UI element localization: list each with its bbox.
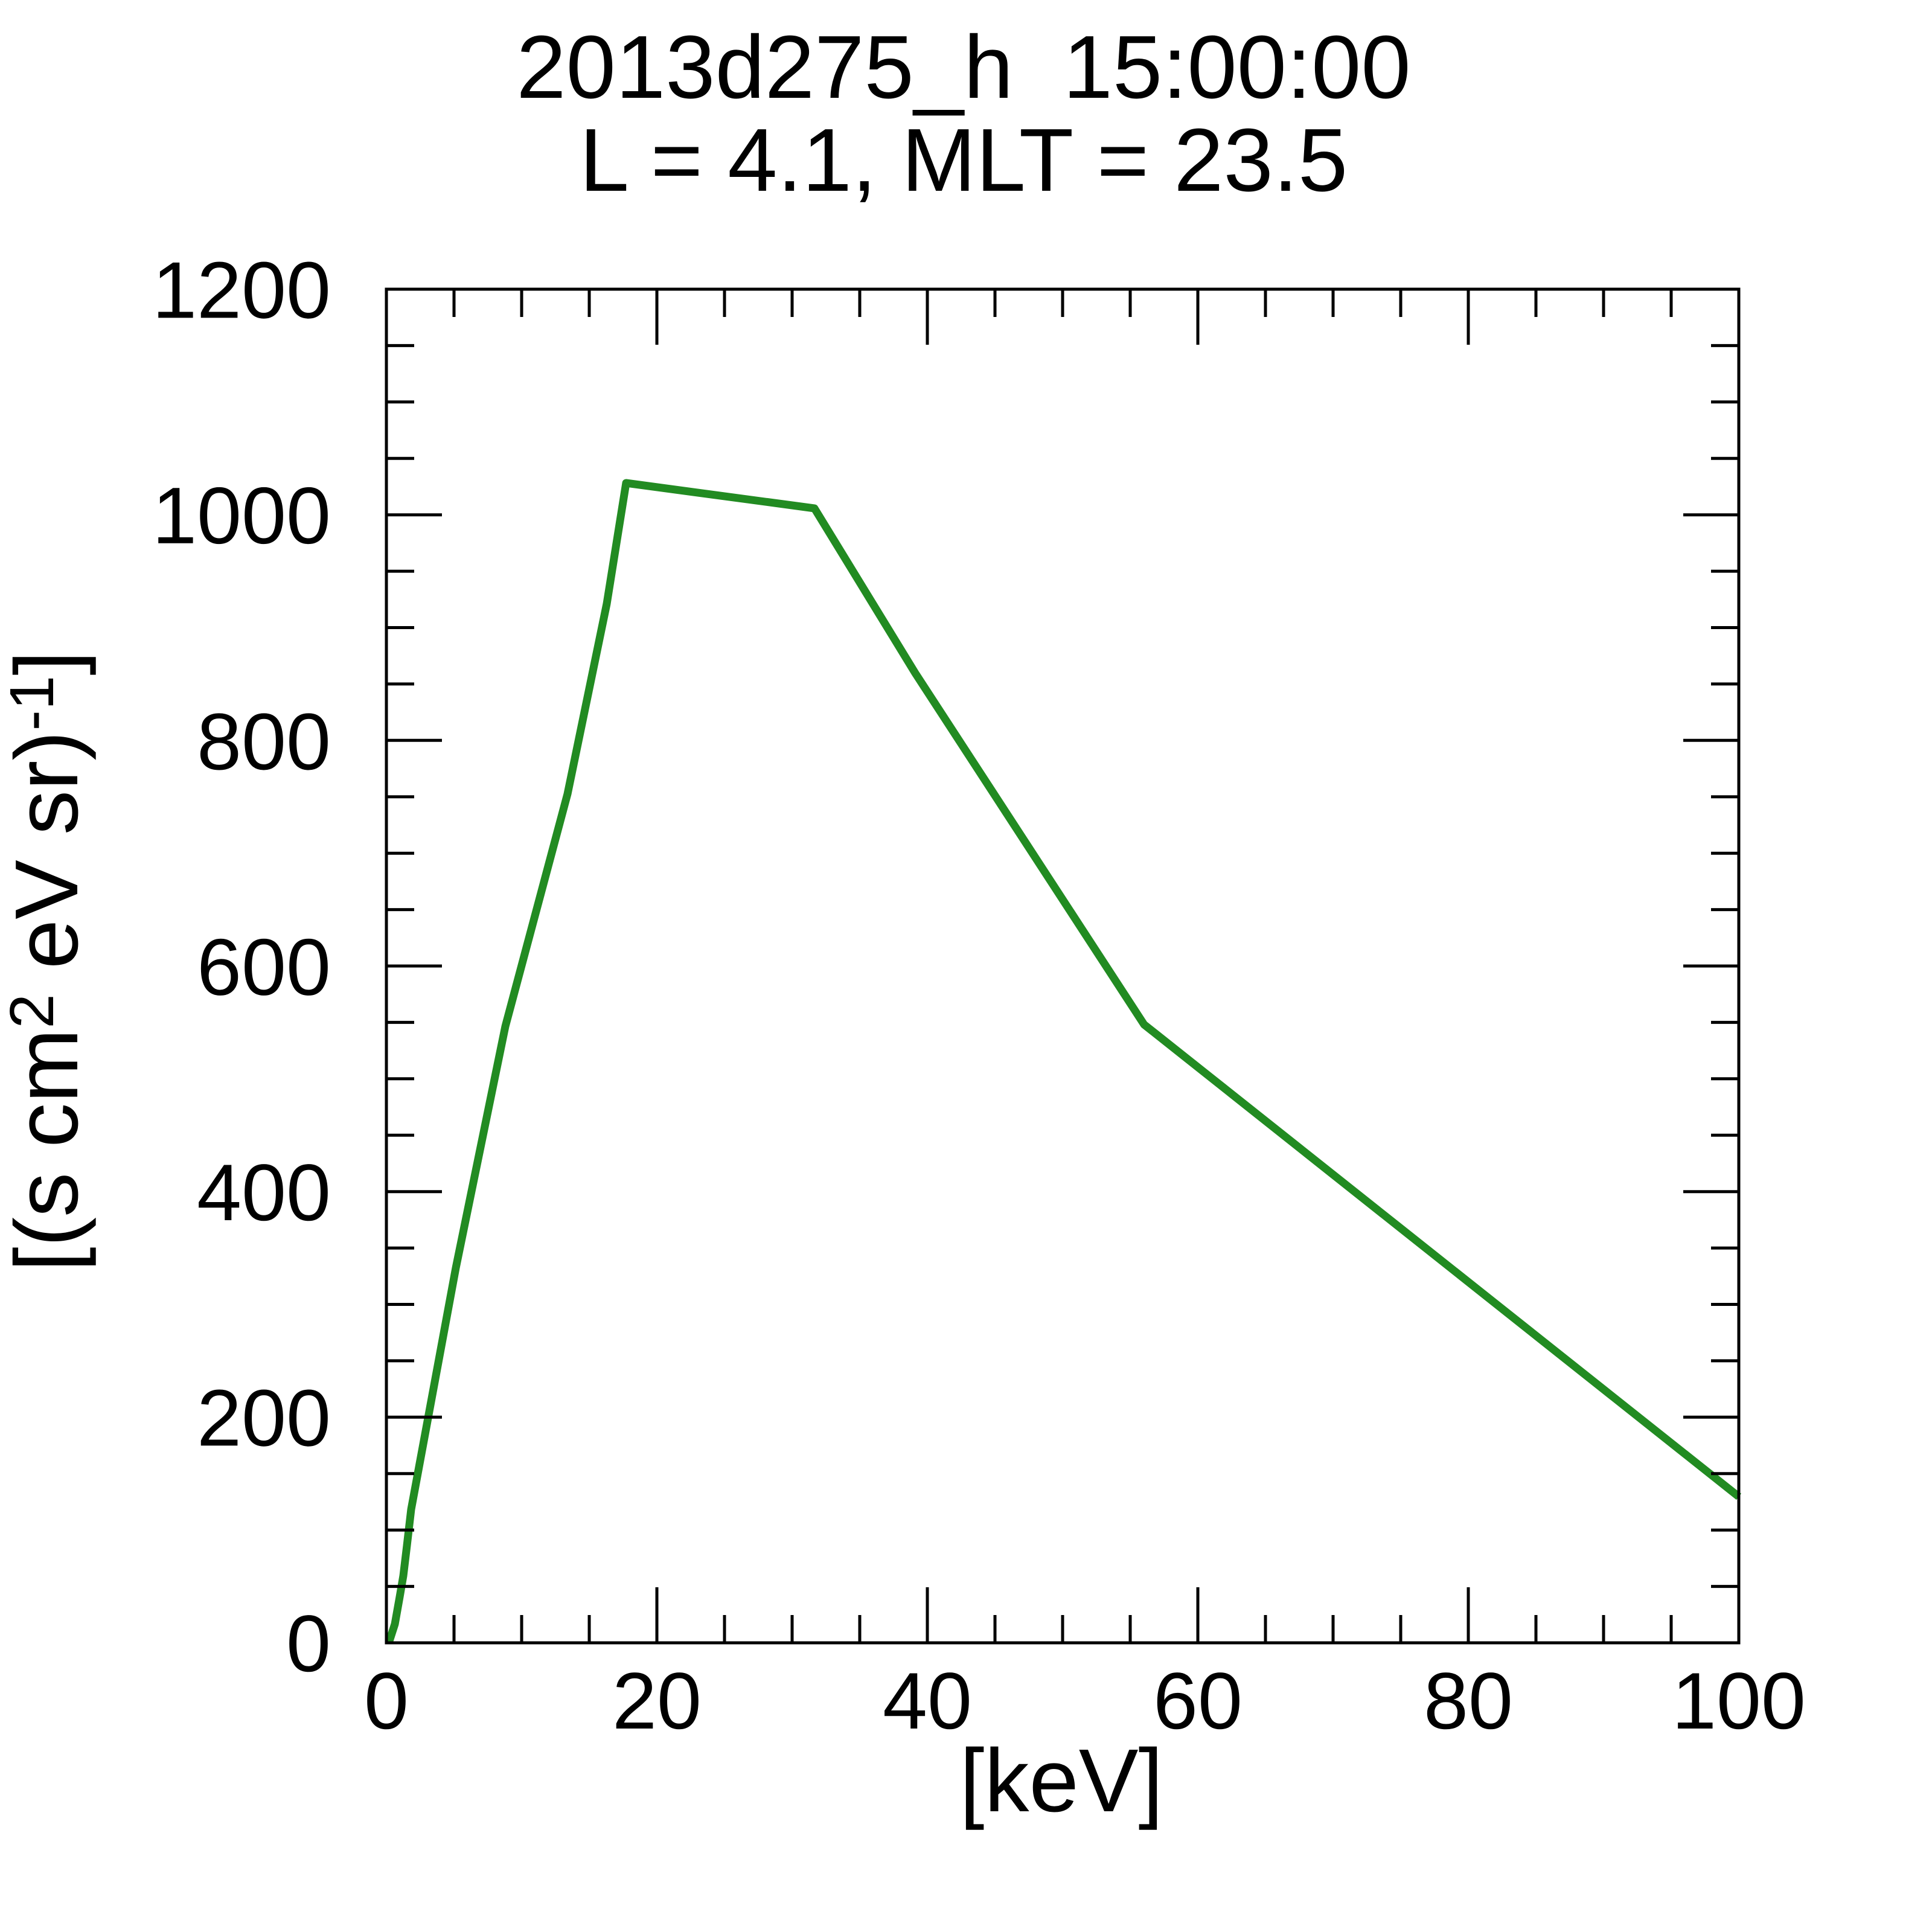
- svg-text:1000: 1000: [152, 472, 331, 561]
- svg-text:L = 4.1, MLT = 23.5: L = 4.1, MLT = 23.5: [580, 110, 1348, 210]
- svg-text:[keV]: [keV]: [959, 1731, 1163, 1831]
- svg-text:400: 400: [197, 1148, 331, 1238]
- svg-text:80: 80: [1424, 1657, 1513, 1746]
- svg-text:800: 800: [197, 697, 331, 787]
- svg-text:2013d275_h 15:00:00: 2013d275_h 15:00:00: [516, 18, 1410, 117]
- svg-text:[(s cm2 eV sr)-1]: [(s cm2 eV sr)-1]: [0, 651, 97, 1272]
- svg-text:40: 40: [883, 1657, 972, 1746]
- svg-text:60: 60: [1153, 1657, 1243, 1746]
- svg-text:100: 100: [1672, 1657, 1806, 1746]
- svg-text:600: 600: [197, 923, 331, 1012]
- svg-text:20: 20: [612, 1657, 702, 1746]
- svg-text:0: 0: [286, 1599, 331, 1689]
- svg-text:200: 200: [197, 1374, 331, 1463]
- svg-text:1200: 1200: [152, 246, 331, 335]
- svg-text:0: 0: [364, 1657, 409, 1746]
